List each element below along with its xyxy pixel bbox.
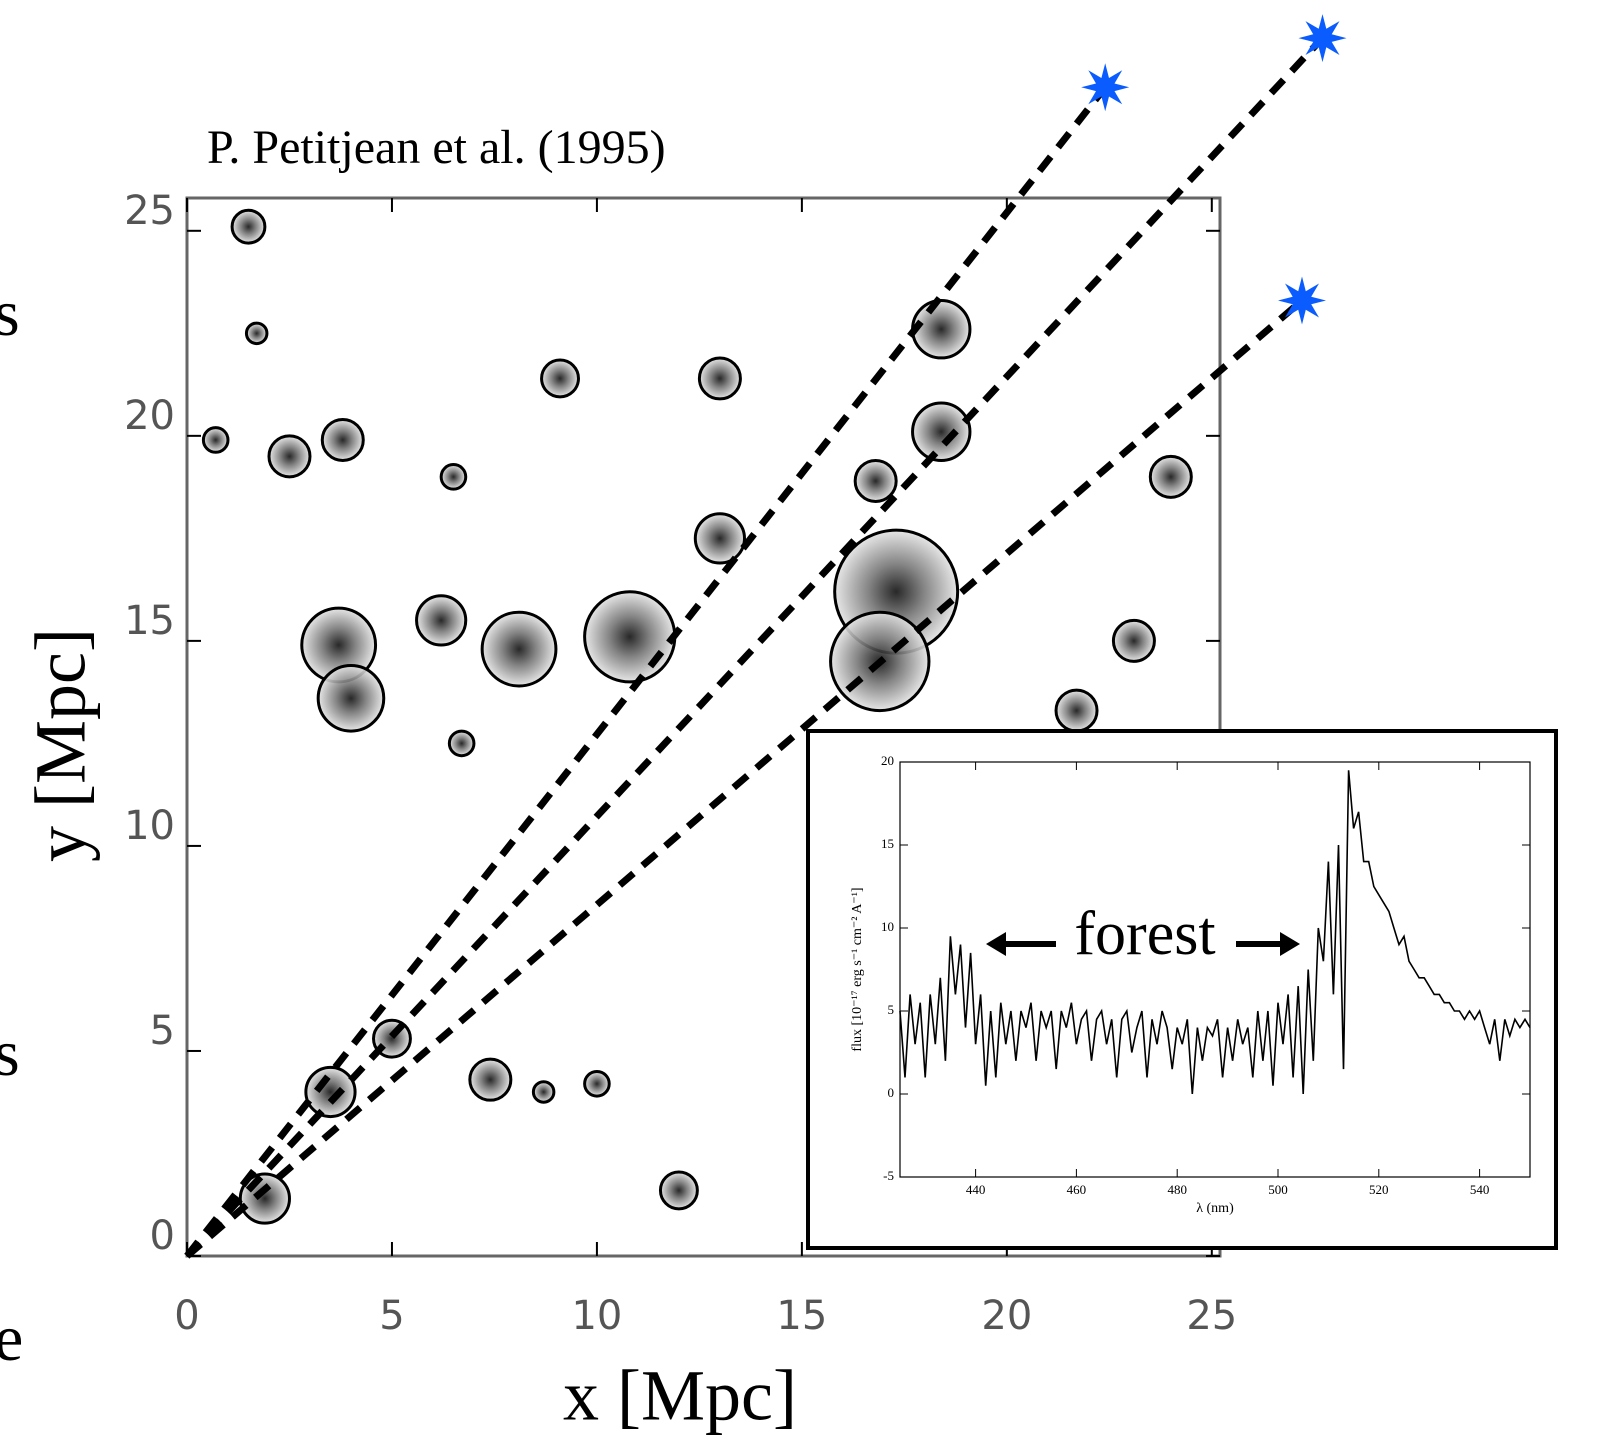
y-tick-label: 20 <box>124 393 175 439</box>
x-axis-label: λ (nm) <box>1196 1201 1234 1216</box>
inset-frame <box>806 729 1558 1250</box>
clump <box>447 729 476 758</box>
clump <box>853 458 898 503</box>
x-tick-label: 0 <box>174 1293 199 1339</box>
plot-frame <box>899 761 1531 1178</box>
spectrum-line <box>899 770 1531 1095</box>
clump <box>1111 618 1156 663</box>
quasar-star <box>1081 63 1130 112</box>
sightline <box>184 35 1326 1259</box>
arrow-right-head <box>1280 932 1300 956</box>
clump <box>658 1170 699 1211</box>
y-axis-label: y [Mpc] <box>21 628 101 862</box>
plot-frame <box>185 196 1222 1258</box>
side-text: s <box>0 277 20 350</box>
x-tick-label: 25 <box>1186 1293 1237 1339</box>
x-tick-label: 500 <box>1268 1182 1288 1197</box>
x-tick-label: 10 <box>571 1293 622 1339</box>
clump <box>480 610 558 688</box>
clump <box>1054 688 1099 733</box>
x-tick-label: 5 <box>379 1293 404 1339</box>
clump <box>201 426 230 454</box>
y-tick-label: 0 <box>888 1085 895 1100</box>
y-tick-label: 5 <box>150 1008 175 1054</box>
clump <box>697 356 742 401</box>
x-tick-label: 15 <box>776 1293 827 1339</box>
quasar-star <box>1298 14 1347 63</box>
quasar-star <box>1278 276 1326 325</box>
clump <box>911 401 972 462</box>
y-tick-label: 20 <box>881 753 894 768</box>
y-tick-label: 10 <box>881 919 894 934</box>
side-text: s <box>0 1017 20 1090</box>
x-tick-label: 540 <box>1470 1182 1490 1197</box>
clump <box>415 594 468 647</box>
x-tick-label: 460 <box>1067 1182 1087 1197</box>
clump <box>230 208 267 245</box>
annotation-bg <box>1062 905 1228 971</box>
clump <box>267 434 312 479</box>
x-tick-label: 20 <box>981 1293 1032 1339</box>
y-tick-label: -5 <box>883 1168 894 1183</box>
sightline <box>184 297 1305 1259</box>
x-axis-label: x [Mpc] <box>563 1356 797 1436</box>
y-tick-label: 10 <box>124 803 175 849</box>
y-tick-label: 15 <box>124 598 175 644</box>
clump <box>693 512 746 565</box>
clump <box>320 417 365 462</box>
y-tick-label: 15 <box>881 836 894 851</box>
clump <box>468 1057 513 1102</box>
clump <box>583 590 677 684</box>
clump <box>540 358 580 399</box>
x-tick-label: 480 <box>1167 1182 1187 1197</box>
clump <box>1148 454 1193 499</box>
y-tick-label: 0 <box>150 1213 175 1259</box>
x-tick-label: 520 <box>1369 1182 1389 1197</box>
annotation: forest <box>1074 900 1215 968</box>
x-tick-label: 440 <box>966 1182 986 1197</box>
clump <box>911 299 972 360</box>
clump <box>316 664 386 733</box>
clump <box>531 1080 556 1104</box>
clump <box>439 463 468 491</box>
sightline <box>184 85 1108 1259</box>
inset-plot: 440 460 480 500 520 540 -5 0 5 10 15 20 λ (nm) flux [… <box>806 729 1558 1250</box>
clump <box>304 1065 357 1119</box>
y-axis-label: flux [10⁻¹⁷ erg s⁻¹ cm⁻² A⁻¹] <box>850 887 865 1051</box>
y-tick-label: 25 <box>124 188 175 234</box>
chart-title: P. Petitjean et al. (1995) <box>207 121 666 174</box>
clump <box>583 1069 611 1098</box>
y-tick-label: 5 <box>888 1002 895 1017</box>
side-text: e <box>0 1302 23 1375</box>
clump <box>244 321 269 346</box>
main-plot: 0 5 10 15 20 25 0 5 10 15 20 25 P. Petitjean et al. … <box>0 14 1347 1436</box>
arrow-left-head <box>986 932 1006 956</box>
